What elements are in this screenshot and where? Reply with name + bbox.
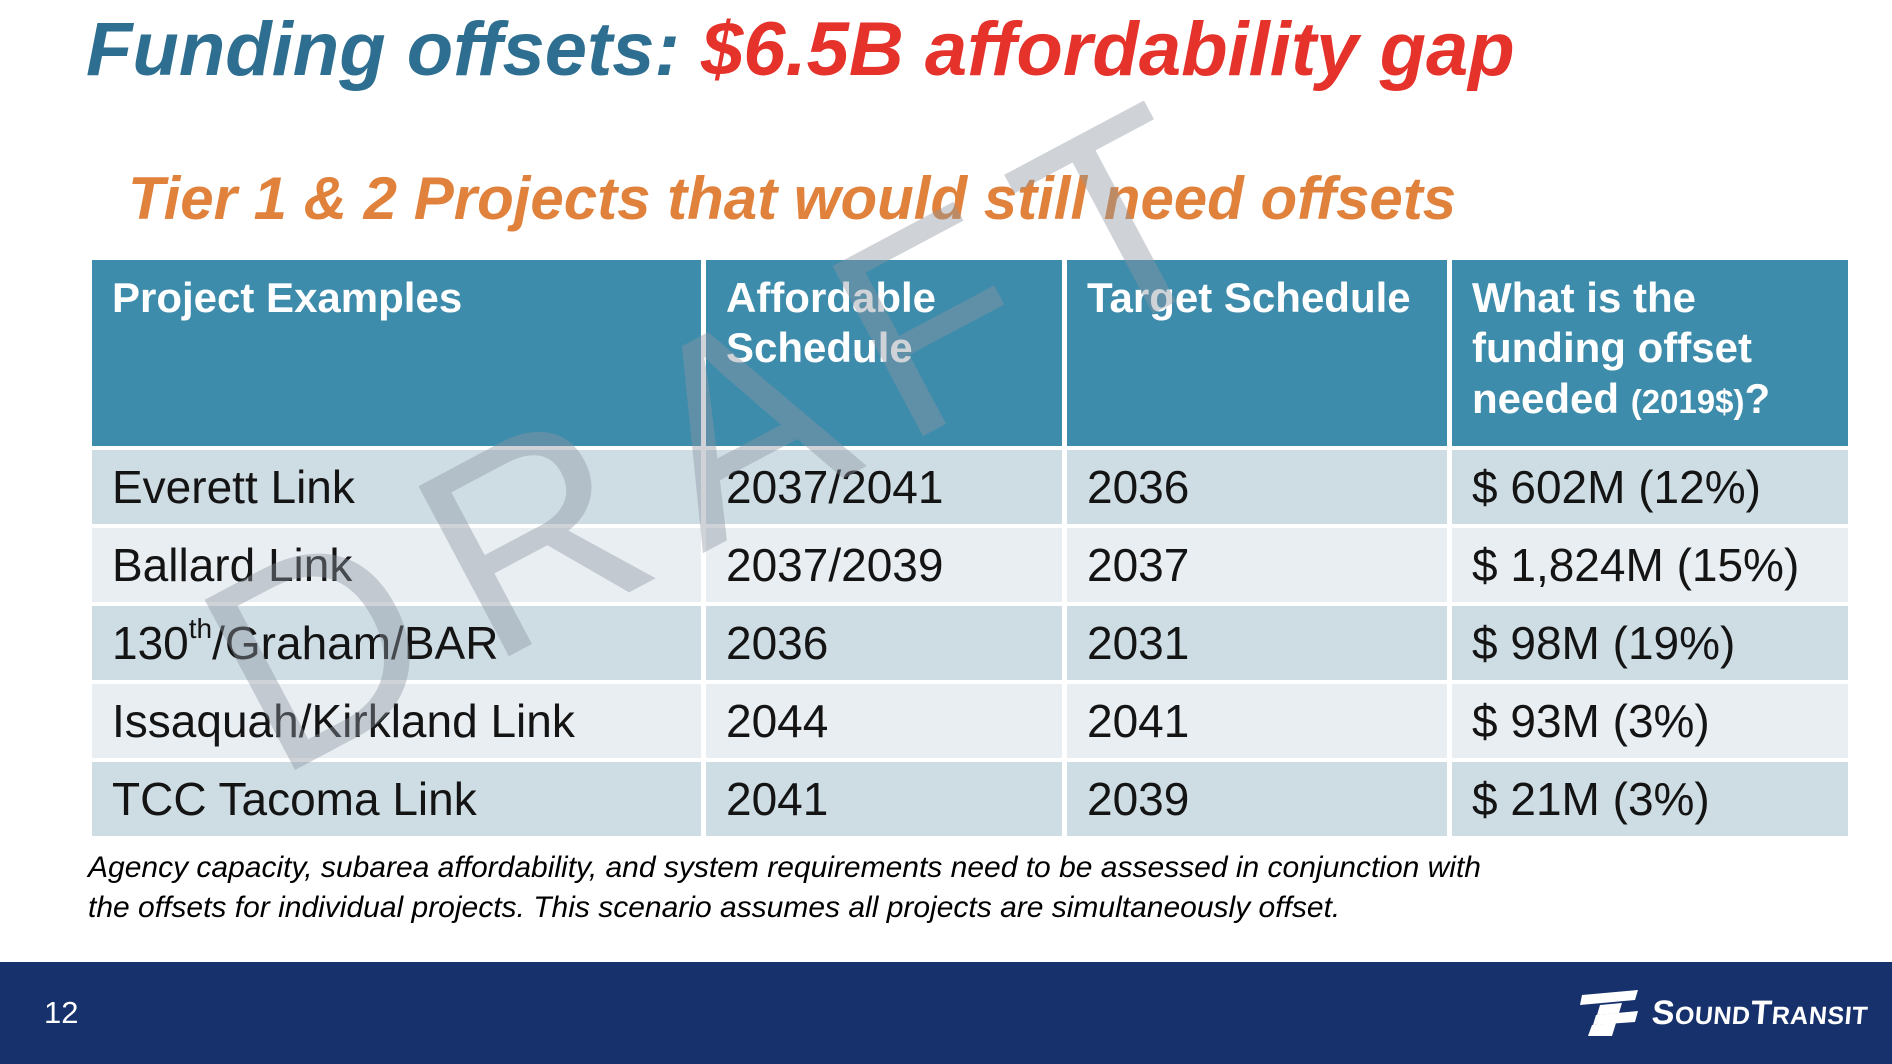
- cell-funding-offset: $ 93M (3%): [1452, 684, 1848, 758]
- page-number: 12: [44, 995, 79, 1030]
- cell-affordable-schedule: 2044: [706, 684, 1062, 758]
- cell-project: Everett Link: [92, 450, 701, 524]
- column-header-1: Affordable Schedule: [706, 260, 1062, 446]
- soundtransit-logo: SOUNDTRANSIT: [1579, 989, 1869, 1037]
- cell-target-schedule: 2031: [1067, 606, 1447, 680]
- header-small-note: (2019$): [1630, 382, 1745, 420]
- column-header-2: Target Schedule: [1067, 260, 1447, 446]
- soundtransit-logo-mark: [1579, 990, 1638, 1036]
- cell-affordable-schedule: 2041: [706, 762, 1062, 836]
- title-prefix: Funding offsets:: [86, 7, 701, 92]
- cell-target-schedule: 2037: [1067, 528, 1447, 602]
- footer-bar: 12 SOUNDTRANSIT: [0, 962, 1892, 1064]
- footnote-line-1: Agency capacity, subarea affordability, …: [88, 851, 1481, 884]
- logo-letter: RANSIT: [1770, 1002, 1869, 1030]
- cell-funding-offset: $ 98M (19%): [1452, 606, 1848, 680]
- cell-affordable-schedule: 2037/2041: [706, 450, 1062, 524]
- cell-project: Ballard Link: [92, 528, 701, 602]
- projects-table: Project Examples Affordable Schedule Targe…: [92, 260, 1848, 836]
- column-header-3: What is the funding offset needed (2019$…: [1452, 260, 1848, 446]
- slide-title: Funding offsets: $6.5B affordability gap: [86, 6, 1515, 93]
- logo-letter: OUND: [1673, 1002, 1752, 1030]
- cell-project: Issaquah/Kirkland Link: [92, 684, 701, 758]
- cell-funding-offset: $ 21M (3%): [1452, 762, 1848, 836]
- cell-funding-offset: $ 602M (12%): [1452, 450, 1848, 524]
- cell-target-schedule: 2036: [1067, 450, 1447, 524]
- footnote: Agency capacity, subarea affordability, …: [88, 848, 1481, 928]
- cell-affordable-schedule: 2037/2039: [706, 528, 1062, 602]
- cell-funding-offset: $ 1,824M (15%): [1452, 528, 1848, 602]
- cell-affordable-schedule: 2036: [706, 606, 1062, 680]
- soundtransit-logo-text: SOUNDTRANSIT: [1650, 994, 1869, 1032]
- cell-target-schedule: 2039: [1067, 762, 1447, 836]
- logo-letter: S: [1650, 994, 1677, 1032]
- title-highlight: $6.5B affordability gap: [700, 7, 1515, 92]
- footnote-line-2: the offsets for individual projects. Thi…: [88, 890, 1341, 924]
- cell-project: TCC Tacoma Link: [92, 762, 701, 836]
- column-header-0: Project Examples: [92, 260, 701, 446]
- cell-target-schedule: 2041: [1067, 684, 1447, 758]
- slide-subtitle: Tier 1 & 2 Projects that would still nee…: [128, 165, 1457, 232]
